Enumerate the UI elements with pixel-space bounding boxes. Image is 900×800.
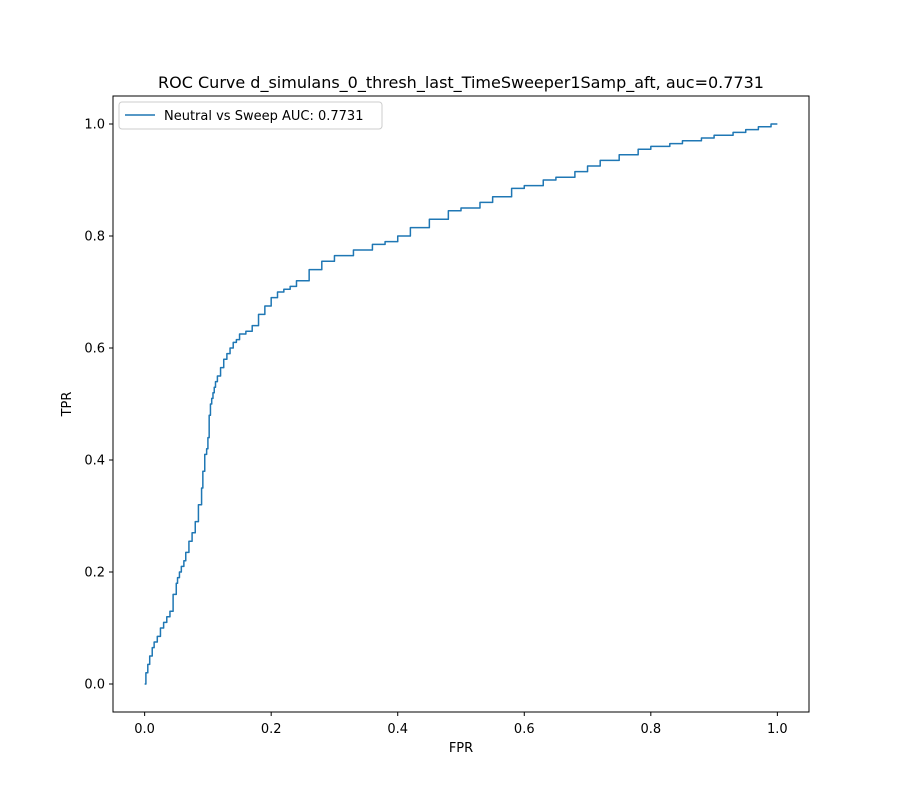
y-tick-label: 0.0 <box>84 678 105 693</box>
y-tick-label: 0.6 <box>84 342 105 357</box>
x-axis-label: FPR <box>449 741 473 756</box>
x-tick-label: 0.6 <box>514 722 535 737</box>
y-tick-label: 0.8 <box>84 230 105 245</box>
legend-entry-neutral-vs-sweep: Neutral vs Sweep AUC: 0.7731 <box>164 109 363 124</box>
plot-area <box>144 123 778 685</box>
y-tick-label: 0.4 <box>84 454 105 469</box>
y-axis-ticks: 0.0 0.2 0.4 0.6 0.8 1.0 <box>84 118 113 693</box>
legend: Neutral vs Sweep AUC: 0.7731 <box>118 101 383 130</box>
x-tick-label: 0.2 <box>261 722 282 737</box>
y-tick-label: 0.2 <box>84 566 105 581</box>
axes-frame <box>112 95 810 713</box>
y-axis-label: TPR <box>60 392 75 418</box>
x-tick-label: 0.8 <box>640 722 661 737</box>
x-tick-label: 1.0 <box>767 722 788 737</box>
chart-title: ROC Curve d_simulans_0_thresh_last_TimeS… <box>158 73 764 93</box>
x-tick-label: 0.4 <box>387 722 408 737</box>
x-tick-label: 0.0 <box>134 722 155 737</box>
legend-box <box>118 101 383 130</box>
roc-curve-line <box>144 123 778 685</box>
y-tick-label: 1.0 <box>84 118 105 133</box>
x-axis-ticks: 0.0 0.2 0.4 0.6 0.8 1.0 <box>134 712 788 737</box>
